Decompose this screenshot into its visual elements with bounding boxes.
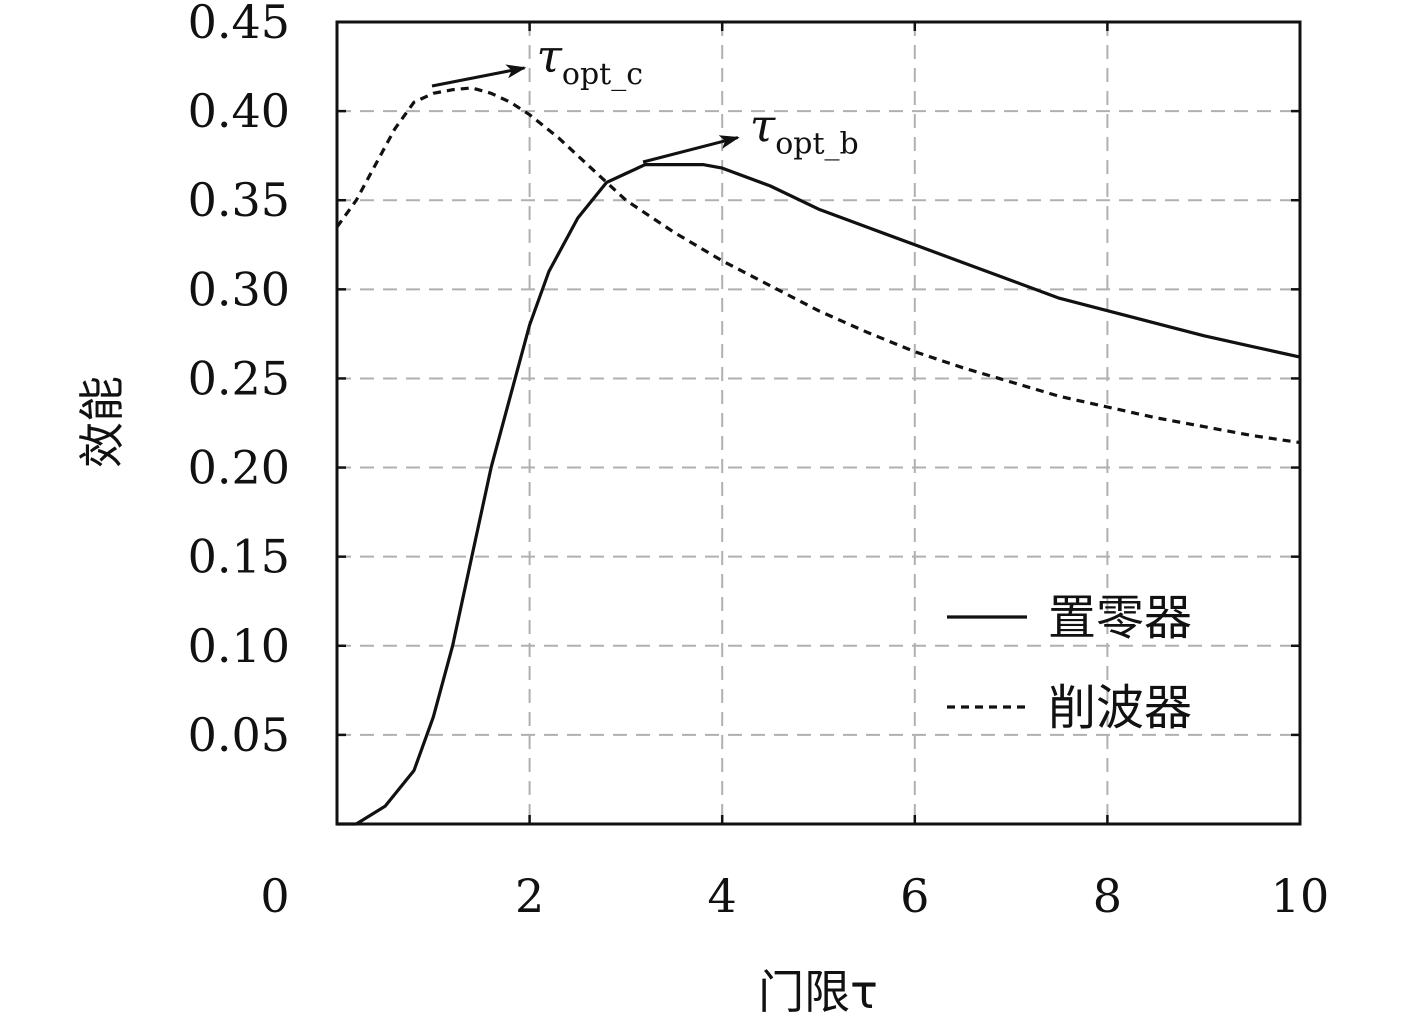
x-tick-label: 8	[1093, 869, 1122, 923]
annotations: τopt_c τopt_b	[431, 29, 859, 164]
annotation-arrow	[431, 64, 527, 88]
y-tick-label: 0.45	[188, 0, 290, 49]
x-tick-label: 4	[708, 869, 737, 923]
plot-frame	[335, 20, 1302, 826]
series-line-1	[337, 163, 1301, 826]
grid	[337, 22, 1300, 824]
x-tick-label: 10	[1271, 869, 1330, 923]
y-tick-label: 0.10	[188, 619, 290, 673]
legend-label-1: 置零器	[1048, 590, 1192, 646]
x-tick-label: 0	[260, 869, 289, 923]
y-tick-label: 0.40	[188, 84, 290, 138]
legend-label-2: 削波器	[1048, 680, 1192, 736]
series-line-2	[335, 86, 1301, 445]
x-tick-label: 2	[515, 869, 544, 923]
y-tick-label: 0.25	[188, 351, 290, 405]
x-tick-label: 6	[900, 869, 929, 923]
y-tick-label: 0.20	[188, 441, 290, 495]
y-tick-label: 0.15	[188, 530, 290, 584]
ticks: 0 2 4 6 8 10 0.05 0.10 0.15 0.20 0.25 0.30 0.35 0.40 0…	[188, 0, 1330, 923]
annotation-arrow	[642, 135, 740, 164]
series-group	[335, 86, 1301, 826]
x-axis-label: 门限τ	[758, 965, 878, 1019]
y-tick-label: 0.35	[188, 173, 290, 227]
y-axis-label: 效能	[75, 376, 129, 468]
annotation-label: τopt_b	[750, 99, 859, 162]
y-tick-label: 0.05	[188, 708, 290, 762]
annotation-label: τopt_c	[536, 29, 643, 92]
y-tick-label: 0.30	[188, 262, 290, 316]
